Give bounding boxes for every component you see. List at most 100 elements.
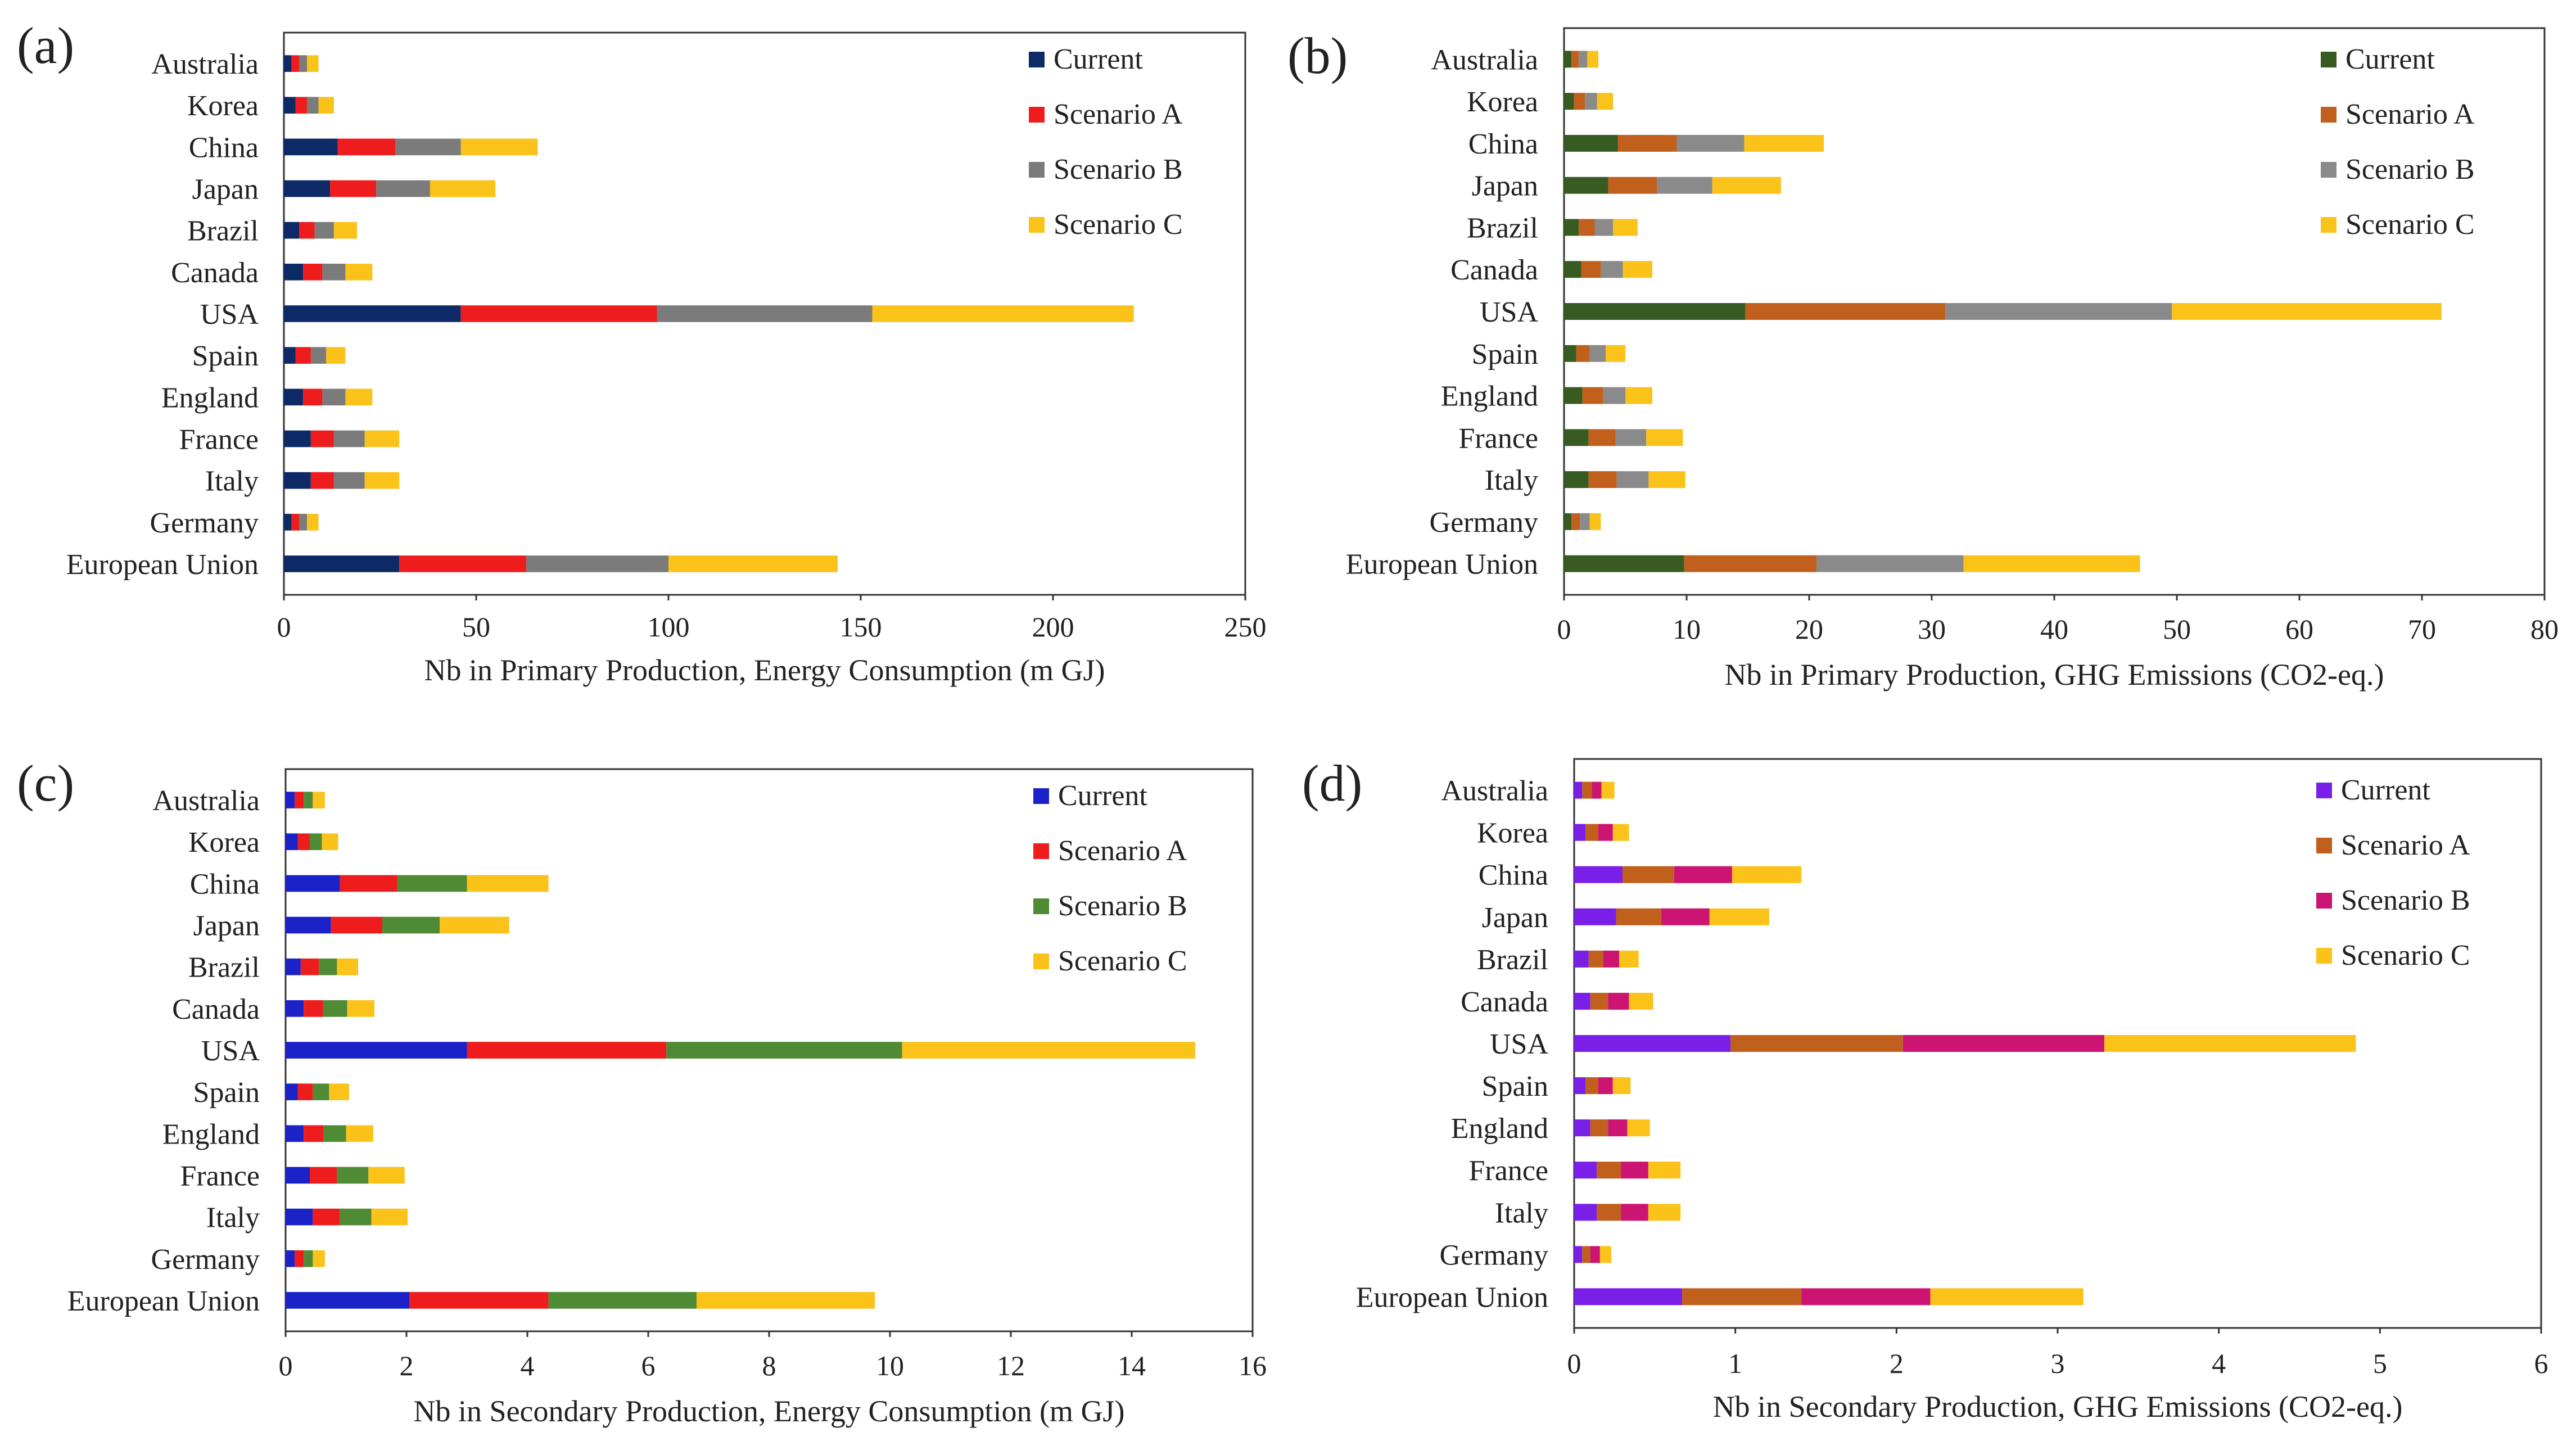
- x-tick-label: 80: [2530, 613, 2559, 645]
- legend-swatch-scenario-c: [2316, 948, 2332, 964]
- bar-korea-current: [1564, 93, 1574, 110]
- bar-japan-current: [286, 916, 331, 934]
- legend-swatch-scenario-b: [2316, 893, 2332, 909]
- category-label: England: [161, 382, 259, 414]
- bar-spain-scenario-b: [1589, 345, 1606, 362]
- bar-france-scenario-b: [337, 1167, 369, 1184]
- category-label: England: [1441, 381, 1538, 413]
- category-label: Korea: [188, 826, 260, 858]
- bar-china-scenario-b: [1676, 134, 1745, 152]
- bar-european-union-current: [284, 555, 400, 572]
- bar-germany-current: [286, 1250, 295, 1267]
- category-label: Brazil: [1477, 944, 1548, 976]
- bar-brazil-scenario-c: [337, 958, 358, 975]
- bar-england-current: [286, 1125, 304, 1142]
- bar-spain-scenario-a: [1585, 1077, 1598, 1095]
- category-label: USA: [200, 299, 259, 331]
- panel-a: (a) 0 50 100 150 200 250 Nb in Primary Producti…: [17, 17, 1267, 687]
- category-label: Australia: [151, 48, 259, 80]
- bar-korea-scenario-c: [1612, 824, 1629, 841]
- bar-japan-scenario-a: [1608, 177, 1657, 194]
- bar-italy-scenario-c: [1648, 1204, 1681, 1221]
- bar-korea-scenario-a: [1574, 93, 1585, 110]
- bar-european-union-scenario-a: [399, 555, 526, 572]
- legend-swatch-scenario-b: [2321, 162, 2337, 178]
- bar-usa-scenario-c: [902, 1042, 1195, 1059]
- bar-japan-scenario-b: [1661, 908, 1710, 925]
- bar-china-scenario-a: [337, 138, 396, 156]
- category-label: Italy: [1495, 1197, 1548, 1229]
- bar-spain-scenario-c: [1612, 1077, 1631, 1095]
- bar-china-current: [286, 875, 340, 892]
- legend-label-scenario-a: Scenario A: [2341, 829, 2470, 861]
- x-axis-label: Nb in Primary Production, GHG Emissions …: [1725, 658, 2384, 692]
- category-label: Germany: [1440, 1239, 1548, 1271]
- legend-swatch-scenario-a: [1033, 843, 1049, 859]
- category-label: China: [190, 868, 260, 900]
- bar-england-scenario-c: [1627, 1119, 1650, 1137]
- x-tick-label: 8: [762, 1350, 776, 1381]
- bar-germany-scenario-b: [1590, 1246, 1600, 1263]
- bar-japan-scenario-b: [376, 180, 430, 197]
- bar-korea-scenario-a: [295, 97, 308, 114]
- bar-brazil-current: [1564, 219, 1579, 236]
- bar-korea-current: [286, 833, 298, 851]
- x-tick-label: 2: [400, 1350, 414, 1381]
- category-label: England: [162, 1118, 260, 1150]
- bar-spain-scenario-a: [297, 1083, 313, 1100]
- bar-italy-scenario-c: [1648, 471, 1685, 489]
- legend-label-scenario-b: Scenario B: [1058, 890, 1187, 922]
- bar-china-scenario-b: [397, 875, 467, 892]
- bar-brazil-current: [286, 958, 301, 975]
- legend-label-scenario-a: Scenario A: [1058, 835, 1187, 867]
- category-label: Australia: [1431, 44, 1538, 76]
- bar-usa-scenario-b: [657, 305, 873, 322]
- bar-germany-scenario-b: [1580, 513, 1590, 530]
- bar-canada-scenario-a: [1590, 992, 1608, 1010]
- category-label: Australia: [1441, 775, 1548, 807]
- bar-european-union-current: [286, 1292, 410, 1309]
- bar-england-scenario-c: [345, 388, 373, 406]
- bar-european-union-scenario-a: [1684, 555, 1817, 572]
- bar-france-scenario-b: [1621, 1162, 1648, 1179]
- legend-label-scenario-c: Scenario C: [2341, 939, 2470, 971]
- bar-korea-scenario-a: [297, 833, 310, 851]
- category-label: European Union: [1356, 1281, 1548, 1313]
- bar-spain-scenario-c: [326, 347, 346, 364]
- bar-brazil-scenario-b: [314, 222, 334, 239]
- category-label: China: [1479, 860, 1548, 892]
- bar-england-scenario-a: [304, 1125, 324, 1142]
- x-tick-label: 40: [2040, 613, 2068, 645]
- bar-spain-current: [284, 347, 296, 364]
- x-tick-label: 0: [277, 611, 291, 643]
- legend-swatch-current: [2321, 52, 2337, 67]
- bar-china-scenario-b: [395, 138, 461, 156]
- bar-germany-scenario-b: [304, 1250, 313, 1267]
- bar-usa-scenario-a: [1745, 303, 1945, 320]
- category-label: Spain: [1472, 338, 1538, 370]
- category-label: USA: [1490, 1028, 1548, 1060]
- category-label: European Union: [1346, 549, 1538, 581]
- bar-european-union-scenario-c: [668, 555, 838, 572]
- category-label: Germany: [1430, 507, 1538, 539]
- bar-england-current: [1574, 1119, 1590, 1137]
- bar-france-scenario-a: [310, 430, 334, 448]
- x-tick-label: 150: [840, 611, 882, 643]
- bar-france-scenario-c: [1648, 1162, 1681, 1179]
- bar-germany-current: [1574, 1246, 1583, 1263]
- bar-germany-scenario-a: [295, 1250, 304, 1267]
- bar-germany-scenario-c: [1599, 1246, 1611, 1263]
- bar-brazil-scenario-c: [1619, 950, 1639, 968]
- bar-australia-scenario-b: [1592, 781, 1602, 799]
- bar-japan-scenario-c: [430, 180, 496, 197]
- bar-brazil-scenario-c: [333, 222, 357, 239]
- bar-australia-scenario-b: [1579, 51, 1588, 68]
- bar-brazil-current: [1574, 950, 1589, 968]
- bar-european-union-scenario-c: [1930, 1288, 2084, 1305]
- legend-swatch-scenario-c: [1033, 954, 1049, 969]
- legend-label-scenario-b: Scenario B: [2345, 153, 2475, 186]
- bar-australia-scenario-b: [299, 55, 308, 72]
- category-label: USA: [201, 1035, 260, 1067]
- bar-australia-current: [284, 55, 292, 72]
- bar-brazil-scenario-a: [300, 958, 319, 975]
